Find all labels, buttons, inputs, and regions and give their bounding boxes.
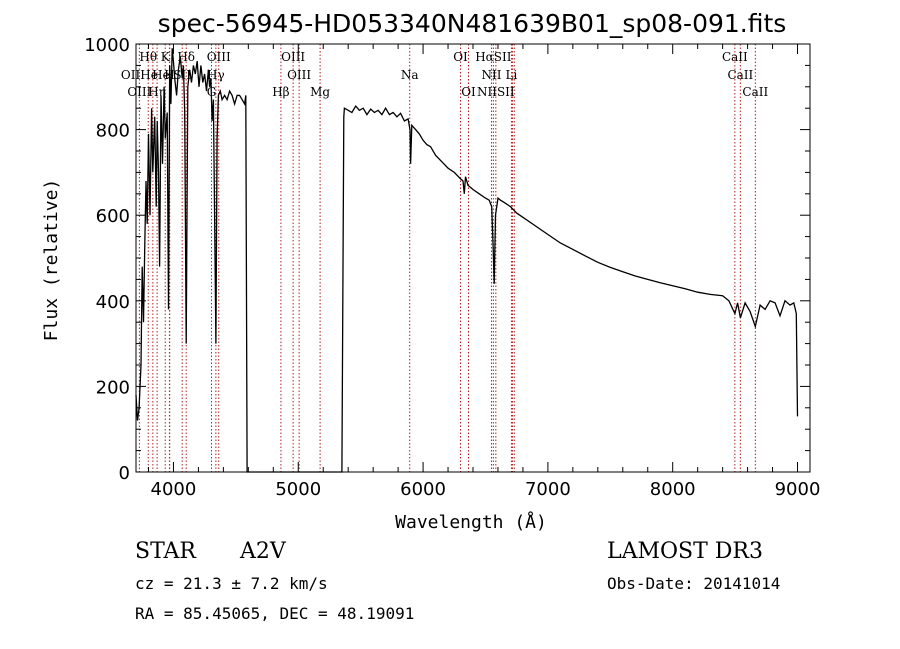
survey-name: LAMOST DR3 [607, 539, 763, 564]
line-label: Mg [310, 85, 330, 99]
x-tick-label: 7000 [525, 479, 571, 500]
line-label: CaII [722, 50, 748, 64]
object-class: STAR [135, 539, 196, 564]
line-label: Hδ [177, 50, 195, 64]
line-label: OIII [287, 68, 311, 82]
x-tick-label: 6000 [400, 479, 446, 500]
x-axis-ticks: 4000 5000 6000 7000 8000 9000 [147, 44, 821, 500]
x-tick-label: 4000 [151, 479, 197, 500]
spectral-line-markers [138, 44, 756, 472]
line-label: K [161, 50, 171, 64]
y-tick-label: 800 [96, 121, 130, 142]
x-tick-label: 9000 [775, 479, 821, 500]
line-label: OIII [207, 50, 231, 64]
redshift-velocity: cz = 21.3 ± 7.2 km/s [135, 574, 328, 593]
x-tick-label: 8000 [650, 479, 696, 500]
plot-frame [135, 43, 811, 473]
line-label: Li [506, 68, 518, 82]
x-tick-label: 5000 [275, 479, 321, 500]
line-label: NIISII [477, 85, 515, 99]
y-tick-label: 400 [96, 292, 130, 313]
line-label: Hθ [139, 50, 157, 64]
line-label: He [152, 68, 170, 82]
object-subclass: A2V [240, 539, 286, 564]
spectrum-line [135, 48, 799, 473]
line-label: CaII [742, 85, 768, 99]
line-label: OI [461, 85, 476, 99]
y-tick-label: 200 [96, 377, 130, 398]
line-label: Hβ [272, 85, 289, 99]
chart-title: spec-56945-HD053340N481639B01_sp08-091.f… [158, 9, 787, 38]
x-axis-label: Wavelength (Å) [395, 511, 547, 533]
y-axis-ticks: 0 200 400 600 800 1000 [84, 35, 810, 484]
observation-date: Obs-Date: 20141014 [607, 574, 781, 593]
line-label: OIII [127, 85, 151, 99]
y-tick-label: 1000 [84, 35, 130, 56]
sky-coordinates: RA = 85.45065, DEC = 48.19091 [135, 604, 415, 623]
y-tick-label: 0 [119, 463, 130, 484]
y-axis-label: Flux (relative) [41, 179, 62, 342]
line-label: HαSII [475, 50, 512, 64]
line-label: OIIHe [121, 68, 158, 82]
y-tick-label: 600 [96, 206, 130, 227]
line-label: Na [401, 68, 419, 82]
line-label: OIII [281, 50, 305, 64]
line-label: OI [453, 50, 468, 64]
line-label: NII [481, 68, 501, 82]
line-label: CaII [727, 68, 753, 82]
